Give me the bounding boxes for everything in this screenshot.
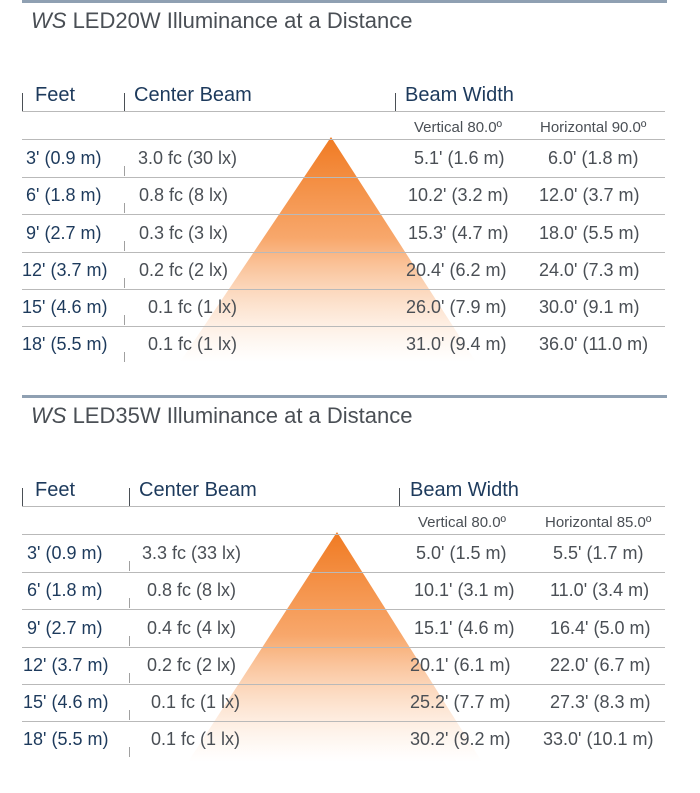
cell-horizontal: 33.0' (10.1 m) <box>543 729 654 749</box>
header-feet: Feet <box>35 479 76 501</box>
cell-vertical: 30.2' (9.2 m) <box>410 729 511 749</box>
cell-vertical: 15.1' (4.6 m) <box>414 618 515 638</box>
cell-distance: 3' (0.9 m) <box>26 148 102 168</box>
header-divider <box>22 93 23 111</box>
row-rule <box>22 252 665 253</box>
cell-horizontal: 27.3' (8.3 m) <box>550 692 651 712</box>
subheader-horizontal: Horizontal 90.0º <box>540 119 647 136</box>
row-rule <box>22 111 665 112</box>
subheader-vertical: Vertical 80.0º <box>418 514 507 531</box>
header-divider <box>124 93 125 111</box>
cell-distance: 6' (1.8 m) <box>26 185 102 205</box>
header-center-beam: Center Beam <box>134 84 252 106</box>
cell-distance: 12' (3.7 m) <box>22 260 108 280</box>
title-rule <box>22 0 667 3</box>
row-rule <box>22 534 665 535</box>
row-rule <box>22 506 665 507</box>
cell-center-beam: 0.1 fc (1 lx) <box>148 334 238 354</box>
cell-center-beam: 0.8 fc (8 lx) <box>139 185 229 205</box>
row-divider <box>129 561 130 571</box>
row-divider <box>124 352 125 362</box>
row-divider <box>124 166 125 176</box>
cell-vertical: 10.1' (3.1 m) <box>414 580 515 600</box>
cell-center-beam: 3.3 fc (33 lx) <box>142 543 242 563</box>
cell-center-beam: 0.4 fc (4 lx) <box>147 618 237 638</box>
header-beam-width: Beam Width <box>410 479 519 501</box>
row-rule <box>22 647 665 648</box>
illuminance-table-led35w: WS LED35W Illuminance at a Distance Feet… <box>0 395 700 793</box>
cell-vertical: 10.2' (3.2 m) <box>408 185 509 205</box>
row-rule <box>22 139 665 140</box>
cell-horizontal: 30.0' (9.1 m) <box>539 297 640 317</box>
cell-horizontal: 16.4' (5.0 m) <box>550 618 651 638</box>
row-divider <box>124 278 125 288</box>
cell-horizontal: 36.0' (11.0 m) <box>539 334 649 354</box>
row-divider <box>129 598 130 608</box>
row-divider <box>124 203 125 213</box>
header-divider <box>129 488 130 506</box>
cell-vertical: 5.1' (1.6 m) <box>414 148 505 168</box>
header-feet: Feet <box>35 84 76 106</box>
cell-horizontal: 22.0' (6.7 m) <box>550 655 651 675</box>
cell-horizontal: 18.0' (5.5 m) <box>539 223 640 243</box>
row-divider <box>124 241 125 251</box>
illuminance-table-led20w: WS LED20W Illuminance at a Distance Feet… <box>0 0 700 380</box>
row-rule <box>22 326 665 327</box>
row-rule <box>22 289 665 290</box>
cell-vertical: 20.1' (6.1 m) <box>410 655 511 675</box>
cell-distance: 9' (2.7 m) <box>27 618 103 638</box>
cell-distance: 3' (0.9 m) <box>27 543 103 563</box>
cell-center-beam: 0.8 fc (8 lx) <box>147 580 237 600</box>
cell-horizontal: 6.0' (1.8 m) <box>548 148 639 168</box>
cell-center-beam: 0.2 fc (2 lx) <box>147 655 237 675</box>
row-divider <box>129 747 130 757</box>
subheader-vertical: Vertical 80.0º <box>414 119 503 136</box>
cell-vertical: 26.0' (7.9 m) <box>406 297 507 317</box>
cell-distance: 18' (5.5 m) <box>23 729 109 749</box>
row-divider <box>129 673 130 683</box>
row-rule <box>22 684 665 685</box>
header-center-beam: Center Beam <box>139 479 257 501</box>
table-title: WS LED35W Illuminance at a Distance <box>31 403 413 428</box>
cell-distance: 9' (2.7 m) <box>26 223 102 243</box>
cell-horizontal: 24.0' (7.3 m) <box>539 260 640 280</box>
cell-distance: 18' (5.5 m) <box>22 334 108 354</box>
cell-horizontal: 11.0' (3.4 m) <box>550 580 650 600</box>
header-divider <box>395 93 396 111</box>
row-divider <box>129 710 130 720</box>
header-divider <box>22 488 23 506</box>
header-divider <box>399 488 400 506</box>
cell-center-beam: 0.3 fc (3 lx) <box>139 223 229 243</box>
row-divider <box>129 636 130 646</box>
cell-vertical: 15.3' (4.7 m) <box>408 223 509 243</box>
row-divider <box>124 315 125 325</box>
cell-horizontal: 5.5' (1.7 m) <box>553 543 644 563</box>
cell-center-beam: 0.2 fc (2 lx) <box>139 260 229 280</box>
cell-vertical: 31.0' (9.4 m) <box>406 334 507 354</box>
cell-vertical: 5.0' (1.5 m) <box>416 543 507 563</box>
row-rule <box>22 572 665 573</box>
cell-vertical: 25.2' (7.7 m) <box>410 692 511 712</box>
cell-distance: 15' (4.6 m) <box>22 297 108 317</box>
cell-center-beam: 0.1 fc (1 lx) <box>148 297 238 317</box>
subheader-horizontal: Horizontal 85.0º <box>545 514 652 531</box>
header-beam-width: Beam Width <box>405 84 514 106</box>
beam-cone-graphic <box>180 137 476 362</box>
row-rule <box>22 721 665 722</box>
table-title: WS LED20W Illuminance at a Distance <box>31 8 413 33</box>
cell-distance: 15' (4.6 m) <box>23 692 109 712</box>
cell-vertical: 20.4' (6.2 m) <box>406 260 507 280</box>
cell-center-beam: 0.1 fc (1 lx) <box>151 729 241 749</box>
cell-distance: 12' (3.7 m) <box>23 655 109 675</box>
row-rule <box>22 214 665 215</box>
row-rule <box>22 609 665 610</box>
row-rule <box>22 177 665 178</box>
cell-center-beam: 0.1 fc (1 lx) <box>151 692 241 712</box>
cell-center-beam: 3.0 fc (30 lx) <box>138 148 238 168</box>
cell-distance: 6' (1.8 m) <box>27 580 103 600</box>
title-rule <box>22 395 667 398</box>
cell-horizontal: 12.0' (3.7 m) <box>539 185 640 205</box>
